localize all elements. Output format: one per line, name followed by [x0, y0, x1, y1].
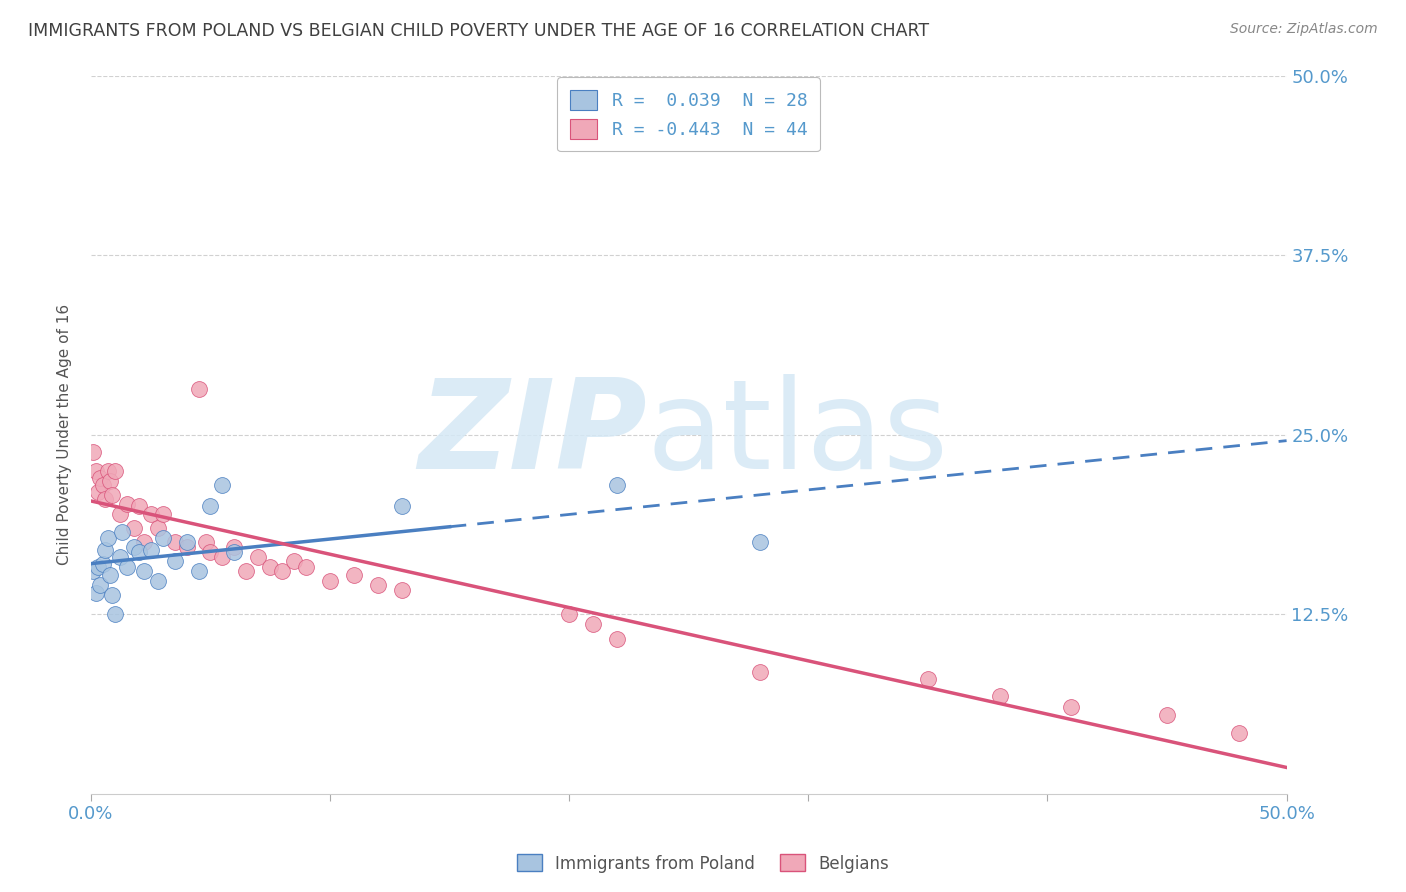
Point: [91, 557, 114, 571]
Point: [319, 574, 342, 588]
Point: [187, 382, 209, 396]
Legend: Immigrants from Poland, Belgians: Immigrants from Poland, Belgians: [510, 847, 896, 880]
Point: [101, 488, 124, 502]
Point: [271, 564, 294, 578]
Point: [391, 582, 413, 597]
Point: [139, 507, 162, 521]
Y-axis label: Child Poverty Under the Age of 16: Child Poverty Under the Age of 16: [58, 304, 72, 566]
Point: [152, 507, 174, 521]
Point: [146, 521, 169, 535]
Point: [917, 672, 939, 686]
Point: [97, 463, 120, 477]
Point: [128, 545, 150, 559]
Point: [558, 607, 581, 621]
Point: [94, 542, 117, 557]
Point: [89, 578, 111, 592]
Point: [115, 497, 138, 511]
Point: [582, 617, 605, 632]
Point: [194, 535, 217, 549]
Point: [128, 500, 150, 514]
Point: [84, 463, 107, 477]
Text: IMMIGRANTS FROM POLAND VS BELGIAN CHILD POVERTY UNDER THE AGE OF 16 CORRELATION : IMMIGRANTS FROM POLAND VS BELGIAN CHILD …: [28, 22, 929, 40]
Point: [98, 568, 121, 582]
Point: [101, 589, 124, 603]
Point: [97, 531, 120, 545]
Point: [122, 521, 145, 535]
Point: [749, 665, 772, 679]
Point: [87, 485, 110, 500]
Point: [224, 545, 246, 559]
Text: Source: ZipAtlas.com: Source: ZipAtlas.com: [1230, 22, 1378, 37]
Point: [224, 540, 246, 554]
Point: [94, 492, 117, 507]
Point: [82, 445, 104, 459]
Point: [343, 568, 366, 582]
Point: [132, 564, 155, 578]
Point: [200, 500, 222, 514]
Point: [176, 540, 198, 554]
Point: [606, 632, 628, 646]
Point: [163, 554, 186, 568]
Point: [82, 564, 104, 578]
Point: [749, 535, 772, 549]
Point: [211, 478, 233, 492]
Text: ZIP: ZIP: [418, 374, 647, 495]
Point: [89, 471, 111, 485]
Point: [115, 559, 138, 574]
Point: [259, 559, 281, 574]
Point: [1227, 726, 1250, 740]
Point: [391, 500, 413, 514]
Legend: R =  0.039  N = 28, R = -0.443  N = 44: R = 0.039 N = 28, R = -0.443 N = 44: [558, 78, 820, 152]
Point: [283, 554, 305, 568]
Point: [200, 545, 222, 559]
Point: [606, 478, 628, 492]
Point: [176, 535, 198, 549]
Point: [247, 549, 270, 564]
Point: [108, 507, 131, 521]
Point: [367, 578, 389, 592]
Point: [108, 549, 131, 564]
Point: [152, 531, 174, 545]
Point: [104, 463, 127, 477]
Point: [211, 549, 233, 564]
Point: [122, 540, 145, 554]
Point: [163, 535, 186, 549]
Point: [98, 474, 121, 488]
Point: [988, 689, 1011, 703]
Point: [111, 525, 134, 540]
Point: [84, 585, 107, 599]
Point: [235, 564, 257, 578]
Point: [1156, 707, 1178, 722]
Point: [87, 559, 110, 574]
Point: [187, 564, 209, 578]
Text: atlas: atlas: [647, 374, 949, 495]
Point: [132, 535, 155, 549]
Point: [104, 607, 127, 621]
Point: [295, 559, 318, 574]
Point: [146, 574, 169, 588]
Point: [139, 542, 162, 557]
Point: [1060, 700, 1083, 714]
Point: [91, 478, 114, 492]
